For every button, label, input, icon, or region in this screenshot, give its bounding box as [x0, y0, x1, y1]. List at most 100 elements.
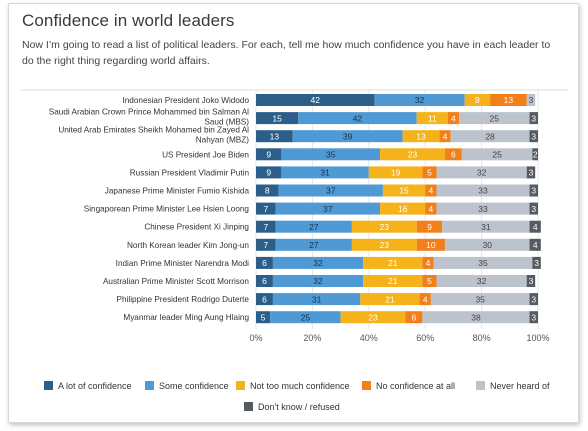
bar-segment: [281, 166, 369, 179]
category-label: North Korean leader Kim Jong-un: [127, 241, 249, 250]
category-label: Russian President Vladimir Putin: [130, 168, 250, 177]
bar-segment: [275, 238, 352, 251]
data-label: 42: [353, 113, 363, 123]
bar-segment: [529, 220, 541, 233]
data-label: 3: [531, 204, 536, 214]
bar-segment: [363, 256, 423, 269]
bar-segment: [422, 275, 437, 287]
data-label: 32: [313, 258, 323, 268]
data-label: 42: [310, 95, 320, 105]
data-label: 23: [380, 222, 390, 232]
data-label: 3: [531, 294, 536, 304]
category-label: Indian Prime Minister Narendra Modi: [116, 259, 250, 268]
bar-segment: [382, 184, 426, 197]
data-label: 27: [309, 222, 319, 232]
bar-segment: [529, 184, 538, 197]
bar-segment: [526, 94, 536, 106]
bar-segment: [422, 311, 530, 324]
category-label: Saudi Arabian Crown Prince Mohammed bin …: [49, 108, 249, 117]
bar-segment: [292, 130, 403, 143]
category-label: Philippine President Rodrigo Duterte: [117, 295, 250, 304]
bar-segment: [450, 130, 530, 143]
data-label: 11: [428, 113, 437, 123]
bar-segment: [464, 94, 491, 106]
data-label: 4: [533, 240, 538, 250]
bar-segment: [256, 166, 282, 179]
bar-segment: [436, 184, 530, 197]
category-label: United Arab Emirates Sheikh Mohamed bin …: [58, 126, 249, 135]
data-label: 37: [323, 204, 333, 214]
bar-segment: [529, 293, 538, 306]
bar-segment: [526, 275, 536, 287]
data-label: 19: [391, 168, 401, 178]
data-label: 3: [529, 276, 534, 286]
category-label: Chinese President Xi Jinping: [144, 223, 249, 232]
data-label: 4: [423, 294, 428, 304]
bar-segment: [256, 275, 273, 287]
legend-swatch: [44, 381, 53, 390]
bar-segment: [374, 94, 465, 106]
legend-label: A lot of confidence: [58, 381, 132, 391]
bar-segment: [363, 275, 423, 287]
data-label: 33: [478, 204, 488, 214]
category-labels: Indonesian President Joko Widodo Saudi Ar…: [49, 96, 250, 322]
data-label: 39: [343, 131, 353, 141]
bar-segment: [529, 202, 538, 215]
x-tick-label: 100%: [526, 333, 549, 343]
bar-segment: [433, 256, 533, 269]
bar-segment: [256, 130, 293, 143]
bar-segment: [490, 94, 527, 106]
data-label: 27: [309, 240, 319, 250]
bar-segment: [425, 202, 437, 215]
data-label: 6: [412, 312, 417, 322]
legend-label: Never heard of: [490, 381, 550, 391]
bar-segment: [256, 202, 276, 215]
data-label: 35: [475, 294, 485, 304]
data-label: 9: [266, 168, 271, 178]
bar-segment: [380, 148, 445, 161]
bar-segment: [416, 220, 443, 233]
data-label: 5: [261, 312, 266, 322]
data-label: 38: [471, 312, 481, 322]
data-label: 4: [428, 186, 433, 196]
bars: 42 32 9 13 315 42 11 4 25 313 39 13 4 28 39 35 23 6 25 29 31…: [256, 94, 541, 324]
data-label: 6: [451, 150, 456, 160]
data-label: 10: [426, 240, 436, 250]
data-label: 33: [478, 186, 488, 196]
bar-segment: [459, 112, 530, 125]
bar-segment: [281, 148, 381, 161]
data-label: 3: [529, 168, 534, 178]
x-axis-ticks: 0% 20% 40% 60% 80% 100%: [249, 333, 549, 343]
data-label: 32: [313, 276, 323, 286]
bar-segment: [461, 148, 533, 161]
bar-segment: [272, 275, 364, 287]
bar-segment: [256, 256, 273, 269]
bar-segment: [256, 94, 375, 106]
bar-segment: [402, 130, 440, 143]
data-label: 4: [533, 222, 538, 232]
bar-segment: [368, 166, 423, 179]
bar-segment: [256, 184, 279, 197]
data-label: 32: [477, 168, 487, 178]
bar-segment: [529, 130, 538, 143]
legend-label: Some confidence: [159, 381, 229, 391]
data-label: 13: [270, 131, 280, 141]
data-label: 23: [408, 150, 418, 160]
chart-subtitle: Now I’m going to read a list of politica…: [22, 39, 551, 67]
bar-segment: [526, 166, 536, 179]
bar-segment: [422, 166, 437, 179]
data-label: 4: [426, 258, 431, 268]
bar-segment: [360, 293, 420, 306]
bar-segment: [380, 202, 426, 215]
data-label: 3: [531, 186, 536, 196]
category-label: Saud (MBS): [204, 118, 249, 127]
data-label: 30: [483, 240, 493, 250]
bar-segment: [256, 148, 282, 161]
bar-segment: [442, 220, 530, 233]
data-label: 15: [272, 113, 282, 123]
bar-segment: [351, 220, 417, 233]
data-label: 31: [312, 294, 322, 304]
bar-segment: [272, 293, 361, 306]
bar-segment: [275, 202, 381, 215]
bar-segment: [439, 130, 451, 143]
